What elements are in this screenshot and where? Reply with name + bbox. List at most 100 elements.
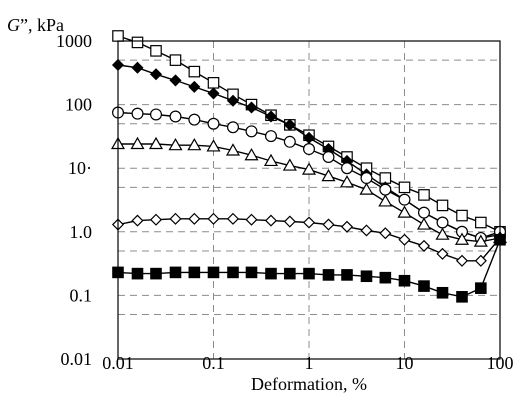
x-tick-label: 10 [396, 353, 414, 373]
data-point [397, 205, 412, 218]
data-point [131, 61, 144, 74]
data-point [417, 206, 430, 219]
data-point [340, 220, 354, 233]
data-point [188, 266, 201, 279]
data-point [283, 215, 296, 228]
data-point [130, 136, 145, 150]
y-axis-title-symbol: G [7, 15, 20, 35]
x-tick-label: 100 [487, 353, 514, 373]
data-point [168, 137, 183, 151]
data-point [207, 87, 220, 100]
data-point [169, 266, 182, 279]
series-triangle-open [110, 136, 508, 247]
x-tick-label: 1 [305, 353, 314, 373]
data-point [187, 137, 202, 151]
data-point [379, 183, 392, 196]
x-axis-title: Deformation, % [251, 374, 367, 394]
x-tick-label: 0.1 [202, 353, 225, 373]
plot-frame [117, 40, 501, 360]
data-point [435, 227, 450, 240]
data-point [206, 139, 221, 152]
data-point [188, 65, 201, 78]
data-point [339, 175, 355, 188]
data-point [225, 143, 241, 156]
data-point [398, 233, 411, 246]
data-point [150, 108, 163, 121]
data-point [226, 212, 240, 225]
data-point [245, 125, 258, 138]
data-point [302, 216, 316, 229]
data-point [227, 266, 239, 279]
data-point [436, 199, 449, 212]
data-point [131, 267, 144, 280]
series-circle-open [111, 106, 507, 244]
data-point [436, 286, 449, 299]
data-point [398, 274, 411, 287]
y-tick-label: 0.01 [61, 349, 93, 369]
y-axis-title-unit: ”, kPa [20, 15, 64, 35]
data-point [322, 218, 335, 231]
data-point [245, 101, 258, 114]
y-tick-label: 1.0 [70, 222, 93, 242]
data-point [207, 77, 220, 89]
data-point [207, 117, 220, 130]
data-point [131, 214, 144, 227]
y-tick-label: 0.1 [70, 285, 93, 305]
data-point [264, 214, 278, 227]
data-point [398, 181, 411, 194]
data-point [475, 216, 487, 229]
data-point [148, 136, 164, 150]
data-point [283, 135, 296, 148]
data-point [436, 247, 449, 260]
data-point [322, 151, 335, 164]
data-point [188, 212, 201, 225]
data-point [456, 291, 468, 303]
data-point [112, 30, 124, 42]
y-tick-label: 100 [65, 95, 92, 115]
data-point [436, 216, 449, 229]
data-point [475, 282, 487, 294]
data-point [149, 68, 163, 81]
data-point [303, 143, 316, 156]
data-point [264, 110, 278, 123]
data-point [378, 194, 393, 207]
data-point [188, 80, 201, 93]
data-point [416, 217, 432, 230]
data-point [379, 271, 392, 284]
data-point [454, 232, 470, 245]
data-point [473, 234, 488, 247]
data-point [417, 239, 431, 252]
data-point [149, 213, 163, 226]
y-tick-label: 10· [68, 158, 92, 178]
series-layer [110, 30, 508, 303]
data-point [265, 267, 277, 280]
y-tick-label: 1000 [56, 31, 92, 51]
series-square-filled [112, 233, 506, 303]
data-point [131, 107, 144, 120]
data-point [264, 130, 277, 143]
data-point [282, 158, 297, 171]
data-point [418, 280, 430, 292]
data-point [398, 193, 411, 206]
tick-layer: 0.01 0.1 1.0 10· 100 1000 0.01 0.1 1 10 100 [56, 31, 514, 373]
data-point [169, 110, 182, 123]
data-point [226, 121, 239, 134]
data-point [418, 189, 430, 201]
data-point [455, 254, 469, 267]
data-point [303, 267, 315, 280]
data-point [321, 168, 336, 182]
data-point [188, 113, 201, 126]
data-point [360, 270, 373, 283]
data-point [474, 254, 487, 267]
data-point [207, 266, 220, 279]
data-point [283, 118, 296, 131]
data-point [359, 182, 374, 195]
data-point [169, 74, 182, 87]
data-point [301, 162, 317, 175]
data-point [226, 94, 240, 107]
data-point [245, 266, 258, 279]
data-point [150, 267, 162, 280]
data-point [131, 36, 144, 49]
data-point [456, 209, 468, 222]
